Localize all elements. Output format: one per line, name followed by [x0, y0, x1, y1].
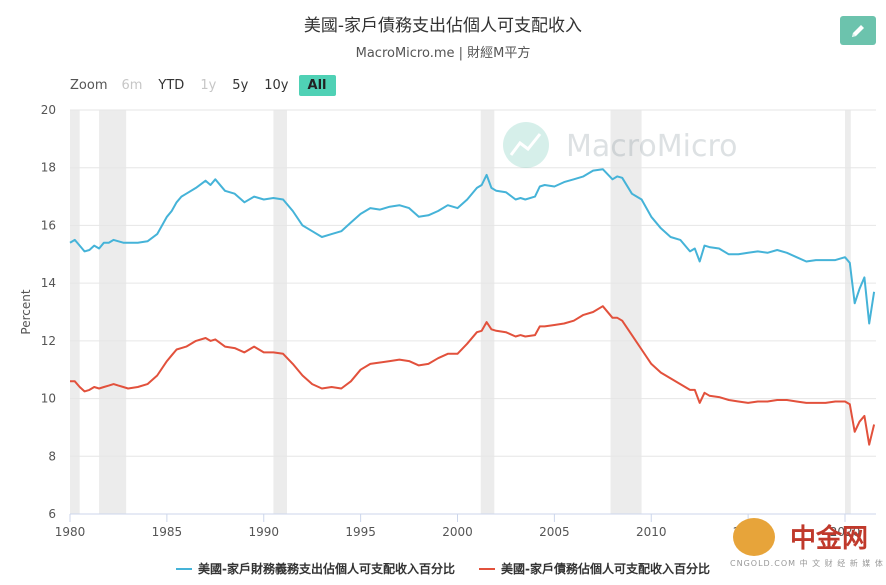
zoom-10y-button[interactable]: 10y: [264, 77, 289, 93]
y-tick-label: 14: [41, 276, 56, 290]
recession-bands: [70, 110, 851, 514]
zoom-ytd-button[interactable]: YTD: [158, 77, 185, 93]
legend-swatch: [176, 567, 193, 570]
legend-swatch: [479, 567, 495, 570]
chart-title: 美國-家戶債務支出佔個人可支配收入: [303, 16, 583, 36]
y-tick-label: 18: [41, 161, 56, 175]
x-tick-label: 1980: [55, 525, 86, 539]
chart-subtitle: MacroMicro.me | 財經M平方: [355, 46, 531, 61]
chart-logo-icon: [503, 122, 549, 168]
recession-band: [845, 110, 851, 514]
recession-band: [99, 110, 127, 514]
series-line-debt-service: [70, 305, 876, 446]
recession-band: [610, 110, 642, 514]
edit-button[interactable]: [840, 16, 876, 45]
legend-label: 美國-家戶債務佔個人可支配收入百分比: [501, 562, 710, 576]
x-tick-label: 2005: [539, 525, 570, 539]
y-tick-label: 16: [41, 218, 56, 232]
macromicro-watermark: MacroMicro: [503, 122, 738, 168]
x-tick-label: 2000: [442, 525, 473, 539]
x-tick-label: 1990: [248, 525, 279, 539]
recession-band: [273, 110, 287, 514]
zoom-range-selector: Zoom 6m YTD 1y 5y 10y All: [70, 73, 340, 97]
series-line-financial-obligations: [69, 168, 876, 325]
x-tick-label: 1995: [345, 525, 376, 539]
y-tick-label: 10: [41, 392, 56, 406]
zoom-5y-button[interactable]: 5y: [232, 77, 249, 93]
zoom-all-button[interactable]: All: [298, 74, 336, 96]
corner-logo-tagline-text: 中 文 财 经 新 媒 体: [799, 559, 884, 568]
x-tick-label: 2020: [830, 525, 861, 539]
pencil-icon: [852, 24, 864, 37]
corner-logo-sub: CNGOLD.COM: [730, 559, 797, 568]
series-lines: [69, 168, 876, 446]
corner-logo-text: 中金网: [790, 524, 869, 554]
watermark-text: MacroMicro: [566, 129, 738, 164]
y-gridlines: [70, 109, 876, 515]
zoom-label: Zoom: [70, 77, 108, 93]
y-tick-label: 8: [48, 449, 56, 463]
legend-label: 美國-家戶財務義務支出佔個人可支配收入百分比: [198, 562, 455, 576]
zoom-6m-button[interactable]: 6m: [121, 77, 143, 93]
chart-legend: 美國-家戶財務義務支出佔個人可支配收入百分比 美國-家戶債務佔個人可支配收入百分…: [0, 560, 886, 577]
recession-band: [480, 110, 495, 514]
y-tick-label: 20: [41, 103, 56, 117]
y-tick-label: 6: [48, 507, 56, 521]
y-axis-title: Percent: [19, 289, 33, 334]
zoom-1y-button[interactable]: 1y: [200, 77, 217, 93]
axes: 6 8 10 12 14 16 18 20 1980 1985 1990 1995 2000 2005 20…: [41, 103, 876, 539]
corner-logo-tagline: CNGOLD.COM 中 文 财 经 新 媒 体: [730, 558, 884, 569]
x-tick-label: 2010: [636, 525, 667, 539]
cngold-logo-icon: [733, 518, 775, 556]
x-tick-label: 1985: [152, 525, 183, 539]
legend-item-financial-obligations[interactable]: 美國-家戶財務義務支出佔個人可支配收入百分比: [176, 560, 455, 577]
recession-band: [70, 110, 80, 514]
y-tick-label: 12: [41, 334, 56, 348]
legend-item-debt-service[interactable]: 美國-家戶債務佔個人可支配收入百分比: [479, 560, 710, 577]
